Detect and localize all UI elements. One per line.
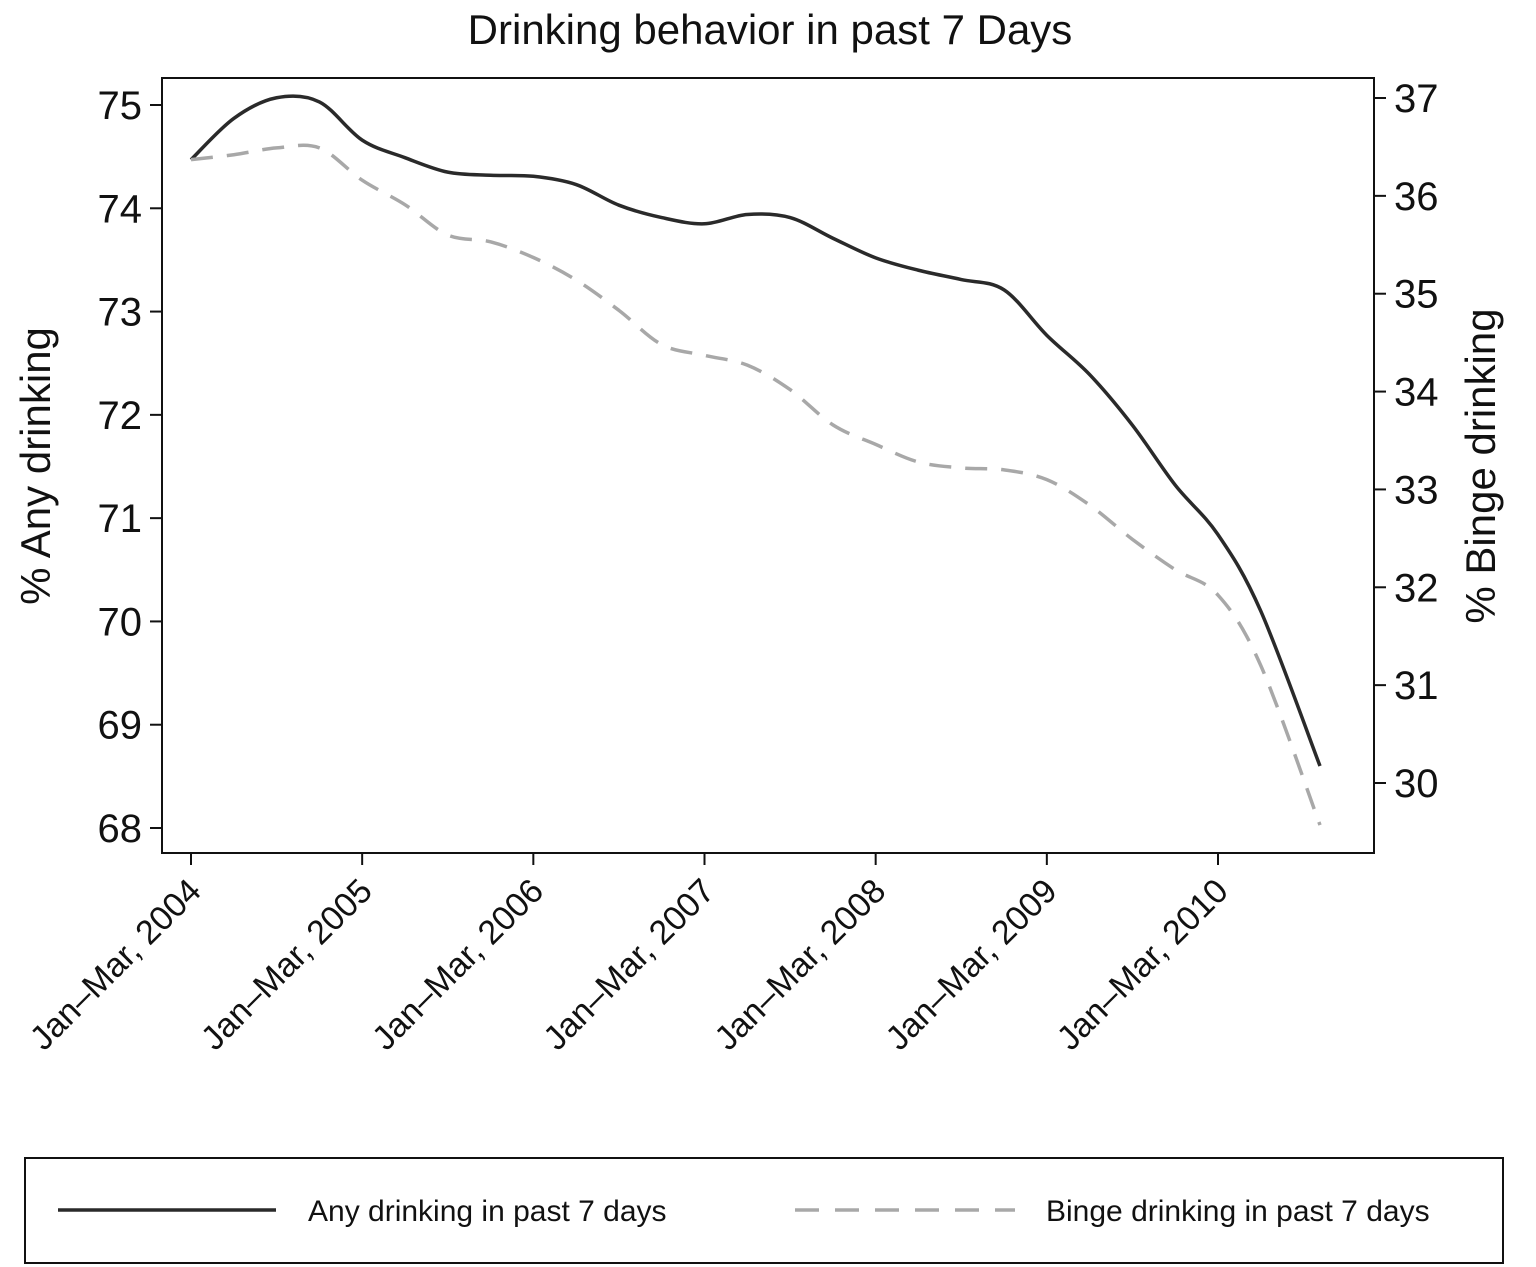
y-right-tick-label: 36: [1394, 175, 1439, 219]
x-tick-label: Jan–Mar, 2005: [194, 872, 380, 1058]
x-tick-label: Jan–Mar, 2008: [707, 872, 893, 1058]
legend-label-any: Any drinking in past 7 days: [308, 1195, 667, 1228]
legend: Any drinking in past 7 days Binge drinki…: [24, 1157, 1504, 1264]
y-left-tick-label: 70: [98, 600, 143, 644]
y-right-tick-label: 33: [1394, 468, 1439, 512]
x-tick-label: Jan–Mar, 2006: [365, 872, 551, 1058]
y-left-tick-label: 73: [98, 291, 143, 335]
y-left-tick-label: 71: [98, 497, 143, 541]
data-point-binge-drinking: [959, 466, 963, 470]
data-point-binge-drinking: [446, 233, 450, 237]
y-left-tick-label: 68: [98, 807, 143, 851]
x-tick-label: Jan–Mar, 2007: [536, 872, 722, 1058]
y-right-tick-label: 30: [1394, 762, 1439, 806]
legend-label-binge: Binge drinking in past 7 days: [1046, 1195, 1430, 1228]
chart-title: Drinking behavior in past 7 Days: [468, 6, 1073, 53]
y-right-tick-label: 37: [1394, 77, 1439, 121]
y-axis-right-label: % Binge drinking: [1457, 308, 1504, 623]
plot-frame: [161, 77, 1375, 854]
y-right-tick-label: 31: [1394, 664, 1439, 708]
y-right-tick-label: 35: [1394, 273, 1439, 317]
y-left-tick-label: 72: [98, 394, 143, 438]
x-tick-label: Jan–Mar, 2009: [879, 872, 1065, 1058]
data-point-binge-drinking: [1088, 503, 1092, 507]
y-right-tick-label: 34: [1394, 371, 1439, 415]
y-left-tick-label: 74: [98, 187, 143, 231]
data-point-binge-drinking: [660, 343, 664, 347]
data-point-binge-drinking: [574, 278, 578, 282]
series-line-any-drinking: [189, 94, 1322, 767]
data-point-binge-drinking: [916, 460, 920, 464]
y-left-tick-label: 75: [98, 84, 143, 128]
x-tick-label: Jan–Mar, 2004: [23, 872, 209, 1058]
y-axis-left-label: % Any drinking: [12, 327, 59, 605]
series-line-binge-drinking: [190, 143, 1322, 826]
y-left-tick-label: 69: [98, 704, 143, 748]
y-right-tick-label: 32: [1394, 566, 1439, 610]
x-tick-label: Jan–Mar, 2010: [1050, 872, 1236, 1058]
